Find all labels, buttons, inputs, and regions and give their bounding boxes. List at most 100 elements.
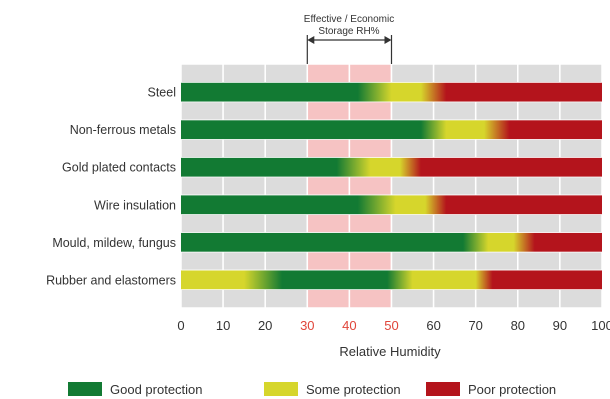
- category-label: Steel: [148, 86, 177, 100]
- grid-cell: [432, 100, 477, 122]
- x-tick-label: 0: [177, 318, 184, 333]
- category-label: Wire insulation: [94, 198, 176, 212]
- grid-cell: [180, 288, 224, 309]
- grid-cell: [264, 250, 309, 272]
- grid-cell: [390, 288, 435, 309]
- grid-cell: [222, 213, 266, 234]
- grid-cell: [348, 213, 393, 234]
- legend: Good protection Some protection Poor prote…: [68, 382, 556, 397]
- annotation-line1: Effective / Economic: [304, 14, 394, 25]
- legend-swatch: [264, 382, 298, 396]
- grid-cell: [474, 213, 519, 234]
- grid-cell: [432, 288, 477, 309]
- grid-cell: [517, 63, 561, 84]
- x-axis-label: Relative Humidity: [339, 344, 441, 359]
- grid-cell: [264, 288, 309, 309]
- grid-cell: [264, 175, 309, 197]
- bar-steel: [181, 82, 602, 102]
- x-tick-label: 60: [426, 318, 440, 333]
- grid-cell: [432, 250, 477, 272]
- grid-cell: [390, 175, 435, 197]
- grid-cell: [474, 100, 519, 122]
- grid-cell: [222, 250, 266, 272]
- grid-cell: [306, 138, 351, 159]
- grid-cell: [264, 138, 309, 159]
- bar-gold-plated-contacts: [181, 157, 602, 177]
- x-tick-label: 40: [342, 318, 356, 333]
- grid-cell: [264, 63, 309, 84]
- grid-cell: [306, 63, 351, 84]
- grid-cell: [559, 100, 603, 122]
- legend-swatch: [426, 382, 460, 396]
- category-label: Non-ferrous metals: [70, 123, 176, 137]
- grid-cell: [559, 175, 603, 197]
- grid-cell: [264, 213, 309, 234]
- grid-cell: [517, 100, 561, 122]
- grid-cell: [348, 100, 393, 122]
- bar-rubber-and-elastomers: [181, 270, 602, 290]
- x-tick-label: 10: [216, 318, 230, 333]
- bar-non-ferrous-metals: [181, 120, 602, 140]
- grid-cell: [306, 175, 351, 197]
- grid-cell: [306, 100, 351, 122]
- x-tick-label: 50: [384, 318, 398, 333]
- grid-cell: [432, 138, 477, 159]
- legend-label: Good protection: [110, 382, 203, 397]
- grid-cell: [559, 288, 603, 309]
- grid-cell: [390, 63, 435, 84]
- grid-cell: [474, 175, 519, 197]
- grid-cell: [306, 213, 351, 234]
- grid-cell: [474, 288, 519, 309]
- grid-cell: [306, 250, 351, 272]
- grid-cell: [432, 63, 477, 84]
- grid-cell: [222, 288, 266, 309]
- grid-cell: [180, 100, 224, 122]
- grid-cell: [432, 213, 477, 234]
- category-label: Gold plated contacts: [62, 161, 176, 175]
- grid-cell: [432, 175, 477, 197]
- grid-cell: [390, 138, 435, 159]
- grid-cell: [222, 138, 266, 159]
- annotation-arrow-right: [384, 36, 392, 44]
- bars: [181, 82, 602, 290]
- grid-cell: [180, 138, 224, 159]
- grid-cell: [559, 63, 603, 84]
- grid-cell: [222, 63, 266, 84]
- grid-cell: [390, 100, 435, 122]
- x-tick-labels: 0 10 20 30 40 50 60 70 80 90 100: [177, 318, 610, 333]
- grid-cell: [348, 138, 393, 159]
- grid-cell: [517, 288, 561, 309]
- legend-label: Some protection: [306, 382, 401, 397]
- grid-cell: [474, 250, 519, 272]
- x-tick-label: 70: [468, 318, 482, 333]
- x-tick-label: 90: [553, 318, 567, 333]
- grid-cell: [348, 175, 393, 197]
- category-label: Rubber and elastomers: [46, 273, 176, 287]
- x-tick-label: 20: [258, 318, 272, 333]
- annotation: Effective / Economic Storage RH%: [304, 14, 394, 64]
- grid-cell: [390, 213, 435, 234]
- bar-wire-insulation: [181, 195, 602, 215]
- grid-cell: [222, 100, 266, 122]
- grid-cell: [559, 213, 603, 234]
- x-tick-label: 100: [591, 318, 610, 333]
- grid-cell: [348, 288, 393, 309]
- category-label: Mould, mildew, fungus: [52, 236, 176, 250]
- grid-cell: [517, 213, 561, 234]
- grid-cell: [348, 250, 393, 272]
- annotation-arrow-left: [307, 36, 315, 44]
- grid-cell: [474, 63, 519, 84]
- grid-cell: [180, 175, 224, 197]
- x-tick-label: 80: [511, 318, 525, 333]
- grid-cell: [348, 63, 393, 84]
- legend-label: Poor protection: [468, 382, 556, 397]
- grid-cell: [264, 100, 309, 122]
- grid-cell: [474, 138, 519, 159]
- legend-swatch: [68, 382, 102, 396]
- grid-cell: [559, 250, 603, 272]
- grid-cell: [517, 138, 561, 159]
- grid-cell: [559, 138, 603, 159]
- grid-cell: [306, 288, 351, 309]
- grid-cell: [180, 63, 224, 84]
